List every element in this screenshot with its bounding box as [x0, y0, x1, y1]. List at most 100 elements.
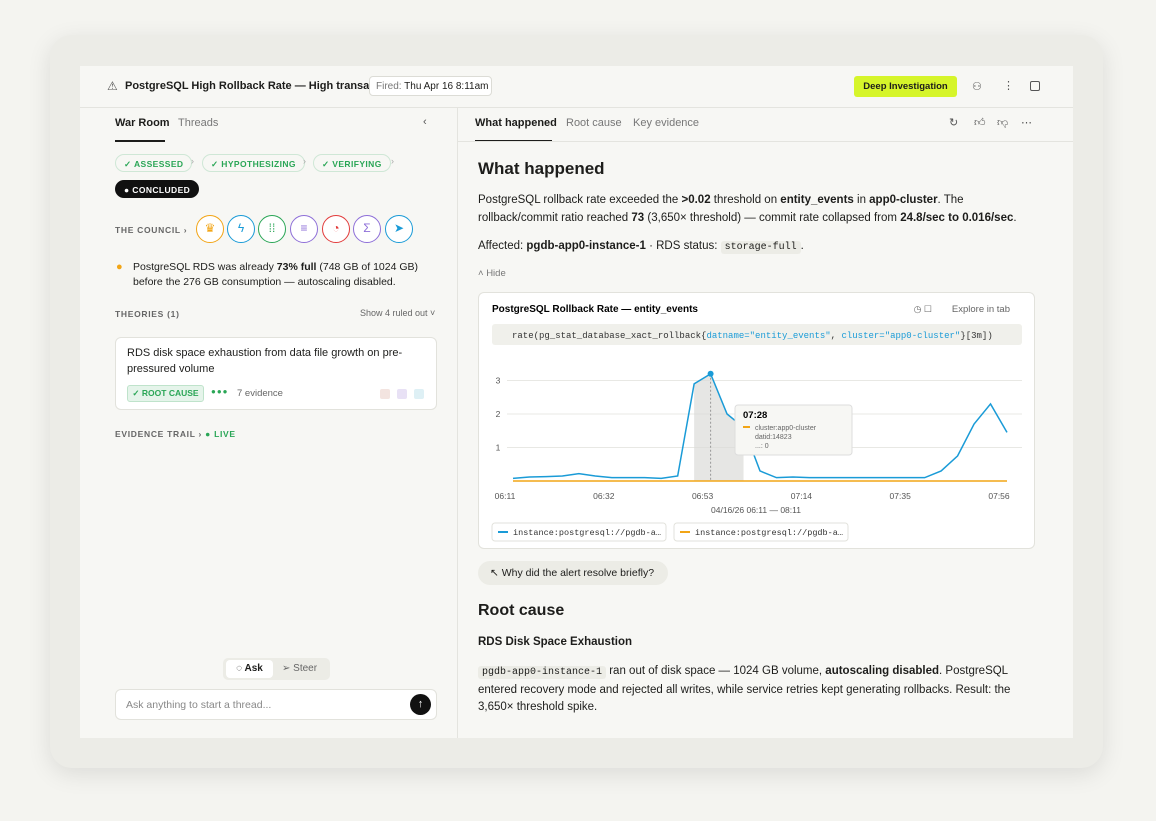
text: >0.02: [681, 194, 711, 206]
stage-pill: ✓ ASSESSED: [115, 154, 193, 172]
x-tick-label: 07:14: [791, 491, 813, 501]
x-tick-label: 06:32: [593, 491, 615, 501]
tab-underline: [115, 140, 165, 142]
collapse-icon[interactable]: ‹: [423, 116, 427, 128]
text: Hide: [486, 268, 506, 279]
x-tick-label: 07:35: [890, 491, 912, 501]
toolbar-icons: ◷ ☐: [914, 304, 932, 314]
root-cause-text: pgdb-app0-instance-1 ran out of disk spa…: [478, 663, 1038, 717]
more-icon[interactable]: ⋯: [1021, 117, 1032, 129]
status: LIVE: [214, 429, 236, 439]
council-label: THE COUNCIL ›: [115, 225, 188, 235]
text: Affected:: [478, 240, 527, 252]
x-tick-label: 06:11: [495, 491, 516, 501]
chevron: ›: [191, 156, 194, 166]
legend-swatch: [498, 531, 508, 533]
tooltip-line: datid:14823: [755, 434, 792, 441]
users-icon[interactable]: ⚇: [972, 81, 982, 93]
legend-item[interactable]: [491, 522, 667, 542]
tooltip-line: ...: 0: [755, 443, 769, 450]
text: Ask: [244, 663, 263, 674]
affected: Affected: pgdb-app0-instance-1 · RDS sta…: [478, 238, 804, 257]
query-box: [492, 324, 1022, 345]
tab[interactable]: Root cause: [566, 117, 622, 129]
text: (3,650× threshold) — commit rate collaps…: [644, 211, 901, 224]
text: ran out of disk space — 1024 GB volume,: [606, 665, 826, 677]
text: in: [853, 194, 870, 206]
chart: PostgreSQL Rollback Rate — entity_events…: [491, 304, 1022, 542]
text: . The rollback/commit ratio reached: [478, 194, 964, 224]
x-tick-label: 07:56: [988, 491, 1010, 501]
thread-input[interactable]: Ask anything to start a thread...: [115, 689, 437, 720]
stage-pill: ✓ HYPOTHESIZING: [202, 154, 305, 172]
tab[interactable]: What happened: [475, 117, 557, 129]
section-heading: What happened: [478, 159, 605, 178]
summary: PostgreSQL rollback rate exceeded the >0…: [478, 192, 1043, 227]
text: ROOT CAUSE: [141, 388, 199, 398]
deep-investigation-button[interactable]: Deep Investigation: [854, 76, 957, 97]
text: PostgreSQL rollback rate exceeded the: [478, 194, 682, 206]
send-button[interactable]: ↑: [410, 694, 431, 715]
agent-avatar[interactable]: ϟ: [227, 215, 255, 243]
refresh-icon[interactable]: ↻: [949, 117, 959, 129]
text: .: [800, 240, 804, 252]
y-tick-label: 2: [496, 409, 501, 419]
highlight-area: [694, 373, 744, 481]
followup-chip[interactable]: ↖ Why did the alert resolve briefly?: [478, 561, 668, 585]
source-icon: [380, 389, 390, 399]
divider: [458, 141, 1073, 142]
agent-avatar[interactable]: ◔: [322, 215, 350, 243]
text: Show 4 ruled out: [360, 308, 428, 318]
text: autoscaling disabled: [825, 665, 940, 677]
agent-avatar[interactable]: ≡: [290, 215, 318, 243]
label: EVIDENCE TRAIL: [115, 429, 196, 439]
text: threshold on: [710, 194, 781, 206]
agent-avatar[interactable]: ⁞⁞: [258, 215, 286, 243]
source-icon: [397, 389, 407, 399]
agent-avatar[interactable]: Σ: [353, 215, 381, 243]
text: app0-cluster: [869, 194, 938, 206]
tooltip: [734, 404, 853, 456]
text: (748 GB of 1024 GB) before the 276 GB co…: [133, 261, 419, 288]
tooltip-swatch: [743, 426, 750, 428]
legend-label: instance:postgresql://pgdb-a…: [695, 528, 843, 538]
label: THE COUNCIL: [115, 225, 181, 235]
hide-toggle[interactable]: ˄ Hide: [478, 268, 506, 279]
thumbs-up[interactable]: 👍︎: [974, 117, 986, 129]
mode-ask[interactable]: ◌ Ask: [226, 660, 273, 678]
chart-title: PostgreSQL Rollback Rate — entity_events: [492, 304, 698, 315]
agent-avatar[interactable]: ♛: [196, 215, 224, 243]
tooltip-time: 07:28: [743, 410, 767, 421]
stage: HYPOTHESIZING: [221, 159, 296, 169]
legend-item[interactable]: [673, 522, 849, 542]
text: .: [1013, 211, 1017, 224]
text: 73% full: [276, 261, 317, 273]
agent-avatar[interactable]: ➤: [385, 215, 413, 243]
tooltip-line: cluster:app0-cluster: [755, 425, 817, 432]
query-part: ,: [831, 331, 842, 341]
bulb-icon: ●: [116, 261, 123, 273]
mode-steer[interactable]: ➢ Steer: [282, 663, 318, 674]
y-tick-label: 1: [496, 443, 501, 453]
query-part: rate(pg_stat_database_xact_rollback{: [512, 331, 706, 341]
explore-link[interactable]: Explore in tab: [952, 304, 1010, 315]
range-label: 04/16/26 06:11 — 08:11: [711, 505, 801, 515]
tab[interactable]: Key evidence: [633, 117, 700, 129]
tab[interactable]: War Room: [115, 117, 170, 129]
fired-label: Fired:: [376, 81, 402, 92]
theory-title: RDS disk space exhaustion from data file…: [127, 347, 403, 375]
text: pgdb-app0-instance-1: [526, 240, 646, 252]
query-part: cluster="app0-cluster": [841, 331, 960, 341]
text: Why did the alert resolve briefly?: [501, 567, 655, 579]
more-icon[interactable]: ⋮: [1003, 80, 1014, 92]
ruled-out-toggle[interactable]: Show 4 ruled out ˅: [360, 308, 436, 318]
evidence-trail: EVIDENCE TRAIL › ● LIVE: [115, 429, 236, 439]
panel-icon[interactable]: [1030, 81, 1040, 91]
stage-pill: ✓ VERIFYING: [313, 154, 391, 172]
thumbs-down[interactable]: 👎︎: [997, 117, 1009, 129]
hover-point: [707, 370, 714, 377]
legend-swatch: [680, 531, 690, 533]
tab[interactable]: Threads: [178, 117, 219, 129]
legend-label: instance:postgresql://pgdb-a…: [513, 528, 661, 538]
